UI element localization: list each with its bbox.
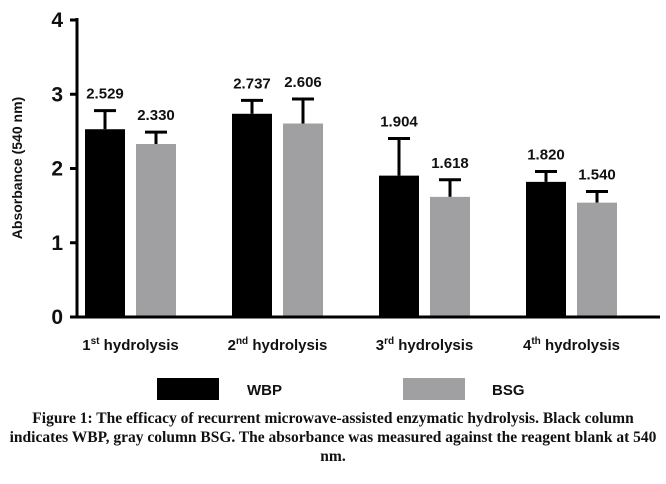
data-label: 2.606 [284, 74, 322, 91]
legend-swatch-wbp [157, 378, 219, 400]
y-tick-label: 0 [51, 306, 63, 329]
legend-label: BSG [492, 382, 525, 399]
x-tick-label: 1st hydrolysis [82, 336, 178, 354]
y-tick-label: 3 [51, 83, 63, 106]
y-axis: 0 1 2 3 4 [51, 9, 79, 329]
bar-wbp [526, 181, 566, 317]
bar-bsg [283, 123, 323, 317]
data-label: 1.618 [431, 155, 469, 172]
legend-label: WBP [247, 382, 282, 399]
x-tick-label: 4th hydrolysis [523, 336, 620, 354]
x-tick-label: 2nd hydrolysis [228, 336, 328, 354]
data-label: 1.904 [380, 114, 418, 131]
data-label: 2.330 [137, 107, 175, 124]
y-axis-label: Absorbance (540 nm) [9, 97, 25, 239]
bar-bsg [577, 202, 617, 317]
y-tick-label: 4 [51, 9, 63, 32]
data-label: 2.529 [86, 86, 124, 103]
y-tick-label: 2 [51, 158, 63, 181]
figure-caption: Figure 1: The efficacy of recurrent micr… [9, 410, 657, 465]
data-labels: 2.529 2.330 2.737 2.606 1.904 1.618 1.820 1.540 [86, 74, 616, 184]
y-tick-label: 1 [51, 232, 63, 255]
x-axis: 1st hydrolysis 2nd hydrolysis 3rd hydrolys… [77, 315, 660, 354]
bar-wbp [379, 175, 419, 317]
bar-wbp [232, 113, 272, 318]
legend: WBP BSG [157, 378, 525, 400]
bar-bsg [430, 196, 470, 317]
bar-bsg [136, 143, 176, 317]
x-tick-label: 3rd hydrolysis [376, 336, 474, 354]
legend-swatch-bsg [403, 378, 465, 400]
bar-wbp [85, 129, 125, 317]
bars [85, 97, 617, 318]
data-label: 1.540 [578, 167, 616, 184]
data-label: 1.820 [527, 146, 565, 163]
data-label: 2.737 [233, 75, 271, 92]
